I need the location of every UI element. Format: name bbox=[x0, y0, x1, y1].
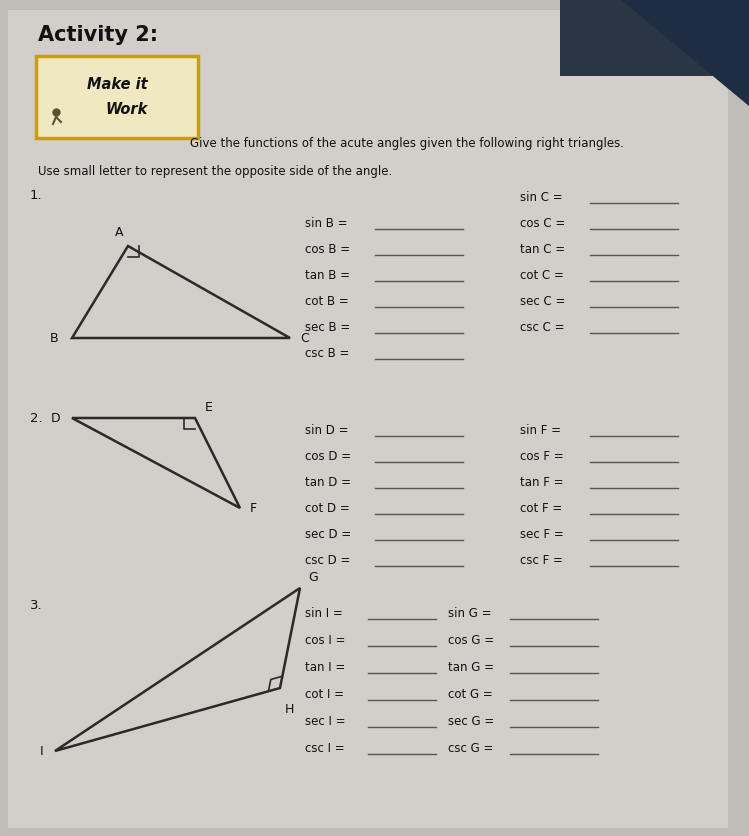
Text: sec F =: sec F = bbox=[520, 528, 564, 540]
Text: E: E bbox=[205, 400, 213, 414]
Text: H: H bbox=[285, 702, 294, 715]
Text: I: I bbox=[40, 745, 43, 757]
Text: Activity 2:: Activity 2: bbox=[38, 25, 158, 45]
Text: cos I =: cos I = bbox=[305, 633, 345, 646]
Text: tan F =: tan F = bbox=[520, 476, 563, 488]
Text: csc G =: csc G = bbox=[448, 741, 494, 754]
Text: cos B =: cos B = bbox=[305, 242, 350, 256]
Text: sec C =: sec C = bbox=[520, 294, 565, 308]
Text: Give the functions of the acute angles given the following right triangles.: Give the functions of the acute angles g… bbox=[190, 137, 624, 150]
Text: 1.: 1. bbox=[30, 189, 43, 201]
Text: csc I =: csc I = bbox=[305, 741, 345, 754]
Text: cot B =: cot B = bbox=[305, 294, 349, 308]
Text: sin B =: sin B = bbox=[305, 217, 348, 230]
Text: cos D =: cos D = bbox=[305, 450, 351, 462]
Text: Use small letter to represent the opposite side of the angle.: Use small letter to represent the opposi… bbox=[38, 165, 392, 178]
Text: csc C =: csc C = bbox=[520, 321, 565, 334]
Text: B: B bbox=[49, 332, 58, 345]
FancyBboxPatch shape bbox=[8, 11, 728, 828]
Text: cot D =: cot D = bbox=[305, 502, 350, 514]
Text: cos C =: cos C = bbox=[520, 217, 565, 230]
Text: sec G =: sec G = bbox=[448, 714, 494, 727]
Text: tan G =: tan G = bbox=[448, 660, 494, 673]
Text: cos G =: cos G = bbox=[448, 633, 494, 646]
Text: G: G bbox=[308, 570, 318, 584]
Text: cot G =: cot G = bbox=[448, 687, 493, 701]
Text: C: C bbox=[300, 332, 309, 345]
Text: A: A bbox=[115, 226, 123, 239]
Text: 2.: 2. bbox=[30, 411, 43, 425]
Text: tan C =: tan C = bbox=[520, 242, 565, 256]
Text: sin I =: sin I = bbox=[305, 606, 343, 619]
Text: sec D =: sec D = bbox=[305, 528, 351, 540]
Text: cos F =: cos F = bbox=[520, 450, 564, 462]
Text: Work: Work bbox=[106, 102, 148, 117]
Text: tan I =: tan I = bbox=[305, 660, 345, 673]
Text: D: D bbox=[50, 412, 60, 425]
Text: F: F bbox=[250, 502, 257, 515]
Text: Make it: Make it bbox=[87, 77, 148, 92]
Text: sin D =: sin D = bbox=[305, 424, 348, 436]
Text: csc F =: csc F = bbox=[520, 553, 563, 566]
Text: tan B =: tan B = bbox=[305, 268, 350, 282]
Text: cot C =: cot C = bbox=[520, 268, 564, 282]
Polygon shape bbox=[620, 0, 749, 107]
Text: sin C =: sin C = bbox=[520, 191, 562, 204]
Text: 3.: 3. bbox=[30, 599, 43, 611]
Text: cot I =: cot I = bbox=[305, 687, 344, 701]
Text: sec B =: sec B = bbox=[305, 321, 351, 334]
Text: csc B =: csc B = bbox=[305, 347, 349, 359]
Text: sin F =: sin F = bbox=[520, 424, 561, 436]
Text: sec I =: sec I = bbox=[305, 714, 345, 727]
FancyBboxPatch shape bbox=[36, 57, 198, 139]
FancyBboxPatch shape bbox=[560, 0, 749, 77]
Text: csc D =: csc D = bbox=[305, 553, 351, 566]
Text: cot F =: cot F = bbox=[520, 502, 562, 514]
Text: sin G =: sin G = bbox=[448, 606, 491, 619]
Text: tan D =: tan D = bbox=[305, 476, 351, 488]
